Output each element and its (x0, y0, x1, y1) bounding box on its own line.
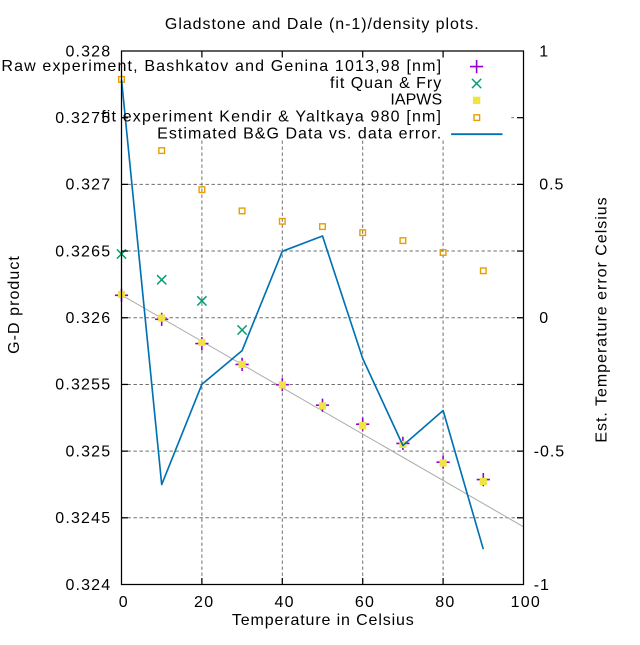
svg-text:Raw experiment, Bashkatov and: Raw experiment, Bashkatov and Genina 101… (1, 58, 442, 75)
svg-text:0.3245: 0.3245 (55, 510, 111, 527)
svg-text:0: 0 (534, 310, 549, 327)
svg-text:40: 40 (274, 594, 294, 611)
svg-text:100: 100 (511, 594, 542, 611)
svg-text:Est. Temperature error Celsius: Est. Temperature error Celsius (594, 196, 611, 442)
svg-text:0: 0 (119, 594, 129, 611)
svg-text:fit Quan & Fry: fit Quan & Fry (330, 75, 442, 92)
svg-text:1: 1 (534, 43, 549, 60)
svg-text:0.3255: 0.3255 (55, 377, 111, 394)
svg-text:0.326: 0.326 (65, 310, 111, 327)
svg-text:IAPWS: IAPWS (390, 92, 442, 109)
svg-text:0.324: 0.324 (65, 577, 111, 594)
svg-text:fit experiment Kendir & Yaltka: fit experiment Kendir & Yaltkaya 980 [nm… (101, 109, 442, 126)
svg-text:Estimated B&G Data vs. data er: Estimated B&G Data vs. data error. (157, 126, 442, 143)
svg-text:0.325: 0.325 (65, 443, 111, 460)
svg-text:0.327: 0.327 (65, 177, 111, 194)
svg-text:G-D product: G-D product (6, 255, 23, 354)
svg-text:0.3265: 0.3265 (55, 243, 111, 260)
svg-text:60: 60 (355, 594, 375, 611)
svg-text:0.5: 0.5 (534, 177, 565, 194)
svg-text:20: 20 (194, 594, 214, 611)
svg-text:0.328: 0.328 (65, 43, 111, 60)
svg-text:Temperature in Celsius: Temperature in Celsius (232, 612, 415, 629)
svg-text:-0.5: -0.5 (534, 443, 565, 460)
svg-text:0.3275: 0.3275 (55, 110, 111, 127)
svg-text:80: 80 (435, 594, 455, 611)
svg-text:-1: -1 (534, 577, 550, 594)
svg-text:Gladstone and Dale (n-1)/densi: Gladstone and Dale (n-1)/density plots. (165, 16, 480, 33)
